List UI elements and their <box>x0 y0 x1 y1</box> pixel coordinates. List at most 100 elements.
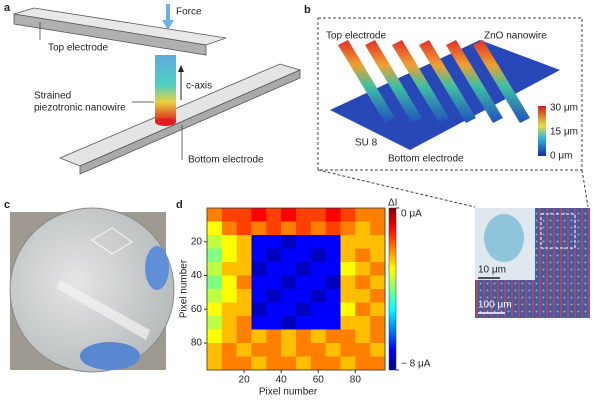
heat-cell <box>266 262 282 276</box>
heat-cell <box>281 356 297 371</box>
heat-cell <box>251 289 267 303</box>
panel-d: d Pixel number Pixel number ΔI 20 40 60 80 2… <box>176 198 431 398</box>
heat-cell <box>325 235 341 249</box>
heat-cell <box>340 275 356 290</box>
plot-frame <box>206 207 386 371</box>
heat-cell <box>236 208 252 222</box>
heat-cell <box>370 316 386 330</box>
ridges <box>338 40 530 123</box>
heat-cell <box>355 248 371 263</box>
y-tick-label: 80 <box>191 338 203 349</box>
label: SU 8 <box>355 138 378 149</box>
heat-cell <box>340 343 356 357</box>
heat-cell <box>340 329 356 344</box>
heat-cell <box>370 248 386 263</box>
heat-cell <box>296 262 312 276</box>
heat-cell <box>310 235 326 249</box>
heat-cell <box>207 275 223 290</box>
heat-cell <box>355 356 371 371</box>
heat-cell <box>340 208 356 222</box>
heat-cell <box>221 302 237 317</box>
heat-cell <box>340 248 356 263</box>
heat-cell <box>236 329 252 344</box>
heat-cell <box>355 208 371 222</box>
heat-cell <box>207 302 223 317</box>
heat-cell <box>310 275 326 290</box>
colorbar <box>388 207 397 371</box>
heat-cell <box>281 235 297 249</box>
heat-cell <box>281 302 297 317</box>
heat-cell <box>251 208 267 222</box>
heat-cell <box>251 235 267 249</box>
heat-cell <box>310 289 326 303</box>
bottom-electrode-side <box>79 69 301 175</box>
heat-cell <box>370 289 386 303</box>
colorbar <box>538 106 546 156</box>
heat-cell <box>281 221 297 236</box>
heat-cell <box>207 221 223 236</box>
panel-a: a Force Top electrode c-axis Strained pi… <box>4 2 302 175</box>
heat-cell <box>325 289 341 303</box>
panel-label: c <box>4 199 10 211</box>
heat-cell <box>266 208 282 222</box>
heat-cell <box>325 208 341 222</box>
heat-cell <box>370 275 386 290</box>
panel-label: a <box>4 2 11 14</box>
colorbar-label: 15 μm <box>550 127 578 138</box>
label: piezotronic nanowire <box>34 103 126 114</box>
heat-cell <box>207 248 223 263</box>
force-arrow-head <box>162 20 174 30</box>
heat-cell <box>236 289 252 303</box>
heat-cell <box>251 248 267 263</box>
heat-cell <box>370 329 386 344</box>
heat-cell <box>281 248 297 263</box>
glove <box>145 246 169 290</box>
heat-cell <box>236 316 252 330</box>
heat-cell <box>266 275 282 290</box>
heat-cell <box>251 302 267 317</box>
panel-c: c <box>4 199 175 373</box>
heat-cell <box>355 343 371 357</box>
label: Top electrode <box>326 31 386 42</box>
heat-cell <box>310 262 326 276</box>
heat-cell <box>310 329 326 344</box>
heat-cell <box>355 235 371 249</box>
heat-cell <box>266 248 282 263</box>
heat-cell <box>221 262 237 276</box>
heat-cell <box>325 356 341 371</box>
heat-cell <box>296 221 312 236</box>
x-tick-label: 60 <box>313 375 325 386</box>
heat-cell <box>251 343 267 357</box>
heat-cell <box>310 208 326 222</box>
heat-cell <box>266 221 282 236</box>
y-tick-label: 20 <box>191 236 203 247</box>
heat-cell <box>281 329 297 344</box>
colorbar-label: 0 μm <box>550 151 572 162</box>
heat-cell <box>207 343 223 357</box>
x-tick-label: 20 <box>239 375 251 386</box>
heat-cell <box>340 262 356 276</box>
panel-label: b <box>304 4 311 16</box>
heat-cell <box>370 343 386 357</box>
x-tick-label: 40 <box>276 375 288 386</box>
heat-cell <box>207 289 223 303</box>
y-tick-label: 40 <box>191 270 203 281</box>
heat-cell <box>370 356 386 371</box>
heat-cell <box>221 329 237 344</box>
base-plane <box>330 40 560 150</box>
heat-cell <box>207 356 223 371</box>
heat-cell <box>251 329 267 344</box>
heat-cell <box>310 356 326 371</box>
scale-label: 10 μm <box>478 265 506 276</box>
heat-cell <box>221 208 237 222</box>
heat-cell <box>310 221 326 236</box>
y-axis-label: Pixel number <box>179 259 190 318</box>
heat-cell <box>310 248 326 263</box>
heat-cell <box>340 221 356 236</box>
heat-cell <box>221 289 237 303</box>
heat-cell <box>251 275 267 290</box>
heat-cell <box>325 316 341 330</box>
heat-cell <box>340 302 356 317</box>
heat-cell <box>221 221 237 236</box>
heat-cell <box>281 316 297 330</box>
